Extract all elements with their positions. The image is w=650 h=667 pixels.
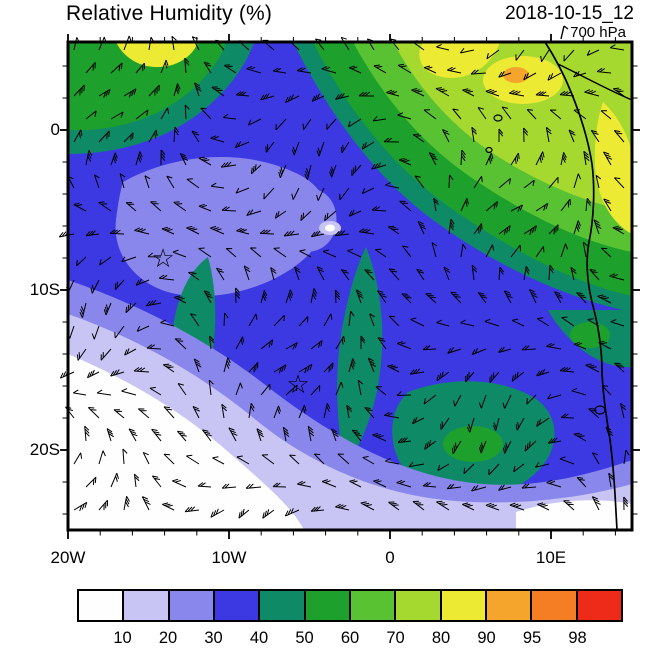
coastal-lagoon — [493, 114, 503, 122]
x-tick-label: 20W — [50, 548, 86, 567]
colorbar-cell — [350, 591, 397, 620]
humidity-region — [443, 426, 503, 462]
colorbar-cell — [169, 591, 215, 620]
humidity-region — [115, 156, 328, 297]
star-marker: ☆ — [286, 370, 309, 400]
colorbar-cell — [305, 591, 351, 620]
humidity-region-dry — [68, 354, 304, 530]
coastline — [544, 41, 618, 531]
wind-barb-legend-icon — [557, 25, 569, 40]
colorbar-cell — [441, 591, 487, 620]
colorbar-cell — [124, 591, 170, 620]
colorbar-cell — [214, 591, 261, 620]
colorbar-label: 70 — [386, 629, 405, 647]
inland-feature — [594, 405, 606, 415]
humidity-region — [570, 322, 610, 348]
colorbar-label: 98 — [568, 629, 587, 647]
humidity-region — [419, 42, 500, 78]
colorbar-label: 60 — [340, 629, 360, 647]
humidity-spot — [325, 224, 335, 232]
pressure-level-label: 700 hPa — [570, 24, 626, 41]
humidity-region — [393, 42, 632, 212]
y-tick-label: 10S — [29, 280, 60, 299]
colorbar-cell — [396, 591, 442, 620]
colorbar-label: 95 — [522, 629, 542, 647]
star-marker: ☆ — [151, 244, 174, 274]
colorbar-label: 10 — [113, 629, 132, 647]
colorbar-label: 40 — [249, 629, 269, 647]
colorbar-label: 90 — [477, 629, 496, 647]
wind-barbs — [58, 35, 630, 519]
humidity-region — [68, 42, 226, 131]
humidity-hotspot — [503, 67, 529, 83]
humidity-region — [279, 188, 337, 252]
colorbar-cell — [260, 591, 306, 620]
humidity-map: ☆☆ — [58, 34, 640, 539]
colorbar-cell — [532, 591, 578, 620]
x-tick-label: 0 — [385, 548, 395, 567]
colorbar-labels: 10 20 30 40 50 60 70 80 90 95 98 — [77, 629, 623, 651]
humidity-region — [594, 102, 632, 234]
station-markers: ☆☆ — [151, 244, 309, 400]
colorbar-label: 30 — [204, 629, 223, 647]
colorbar-label: 50 — [295, 629, 314, 647]
y-tick-label: 0 — [50, 120, 60, 139]
wind-barb-field — [58, 35, 630, 519]
colorbar-cell — [79, 591, 125, 620]
colorbar-cell — [577, 591, 621, 620]
y-tick-label: 20S — [29, 440, 60, 459]
coastal-lagoon — [485, 146, 493, 154]
colorbar-label: 80 — [431, 629, 451, 647]
humidity-region — [116, 42, 198, 68]
x-tick-label: 10E — [535, 548, 567, 567]
x-tick-label: 10W — [211, 548, 247, 567]
chart-title: Relative Humidity (%) — [66, 2, 273, 25]
colorbar-label: 20 — [158, 629, 178, 647]
map-border — [66, 40, 634, 532]
colorbar-cell — [486, 591, 533, 620]
colorbar — [77, 589, 623, 622]
pressure-level: 700 hPa — [557, 24, 626, 41]
chart-datetime: 2018-10-15_12 — [505, 3, 634, 24]
coastline-branch — [557, 63, 633, 101]
